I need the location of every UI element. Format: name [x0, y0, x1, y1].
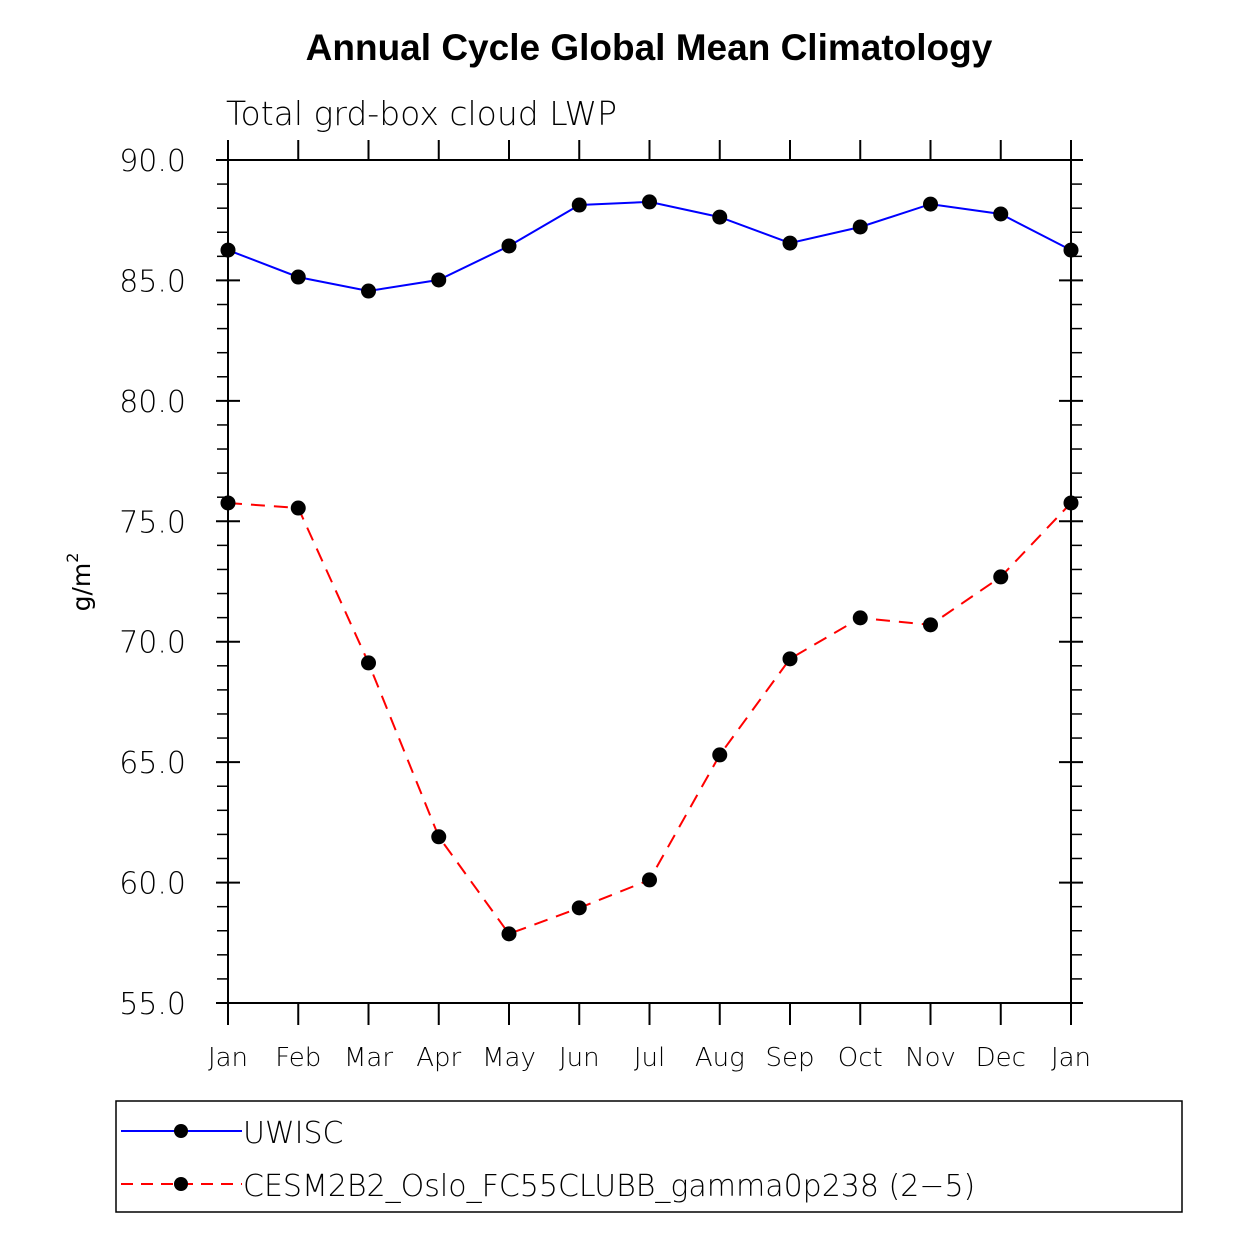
- data-point-series-0: [361, 283, 376, 299]
- data-point-series-0: [431, 272, 447, 288]
- axis-ticks: [216, 140, 1083, 1025]
- y-tick-label: 65.0: [119, 746, 186, 781]
- legend-marker-uwisc: [174, 1124, 188, 1138]
- y-axis-label: g/m2: [63, 553, 96, 612]
- x-tick-label: Jun: [559, 1043, 600, 1073]
- data-point-series-1: [361, 655, 376, 671]
- data-point-series-1: [501, 926, 517, 942]
- y-tick-label: 70.0: [119, 626, 186, 661]
- legend-box: [115, 1100, 1183, 1213]
- data-point-series-0: [923, 196, 938, 212]
- y-axis-label-superscript: 2: [63, 553, 82, 563]
- data-point-series-1: [571, 900, 587, 916]
- x-tick-label: Oct: [838, 1043, 883, 1073]
- x-tick-label: Jan: [1051, 1043, 1091, 1073]
- y-tick-label: 80.0: [119, 385, 186, 420]
- x-tick-label: Dec: [976, 1043, 1026, 1073]
- x-tick-label: Mar: [344, 1043, 393, 1073]
- data-point-series-1: [782, 651, 798, 667]
- legend-label-cesm: CESM2B2_Oslo_FC55CLUBB_gamma0p238 (2−5): [243, 1169, 975, 1204]
- chart-subtitle: Total grd-box cloud LWP: [226, 94, 617, 133]
- data-point-series-0: [782, 235, 798, 251]
- x-tick-label: May: [482, 1043, 536, 1073]
- data-point-series-1: [712, 747, 728, 763]
- x-tick-label: Feb: [275, 1043, 321, 1073]
- legend-label-uwisc: UWISC: [243, 1116, 343, 1151]
- data-point-series-0: [712, 209, 728, 225]
- data-point-series-0: [642, 194, 657, 210]
- data-point-series-0: [852, 219, 868, 235]
- chart-title: Annual Cycle Global Mean Climatology: [306, 27, 993, 68]
- data-point-series-1: [642, 872, 657, 888]
- data-point-series-0: [571, 197, 587, 213]
- svg-text:g/m2: g/m2: [63, 553, 96, 612]
- data-point-series-0: [220, 242, 236, 258]
- x-tick-label: Nov: [905, 1043, 956, 1073]
- series-line-1: [227, 502, 1072, 936]
- data-point-series-1: [923, 617, 938, 633]
- x-tick-label: Sep: [765, 1043, 814, 1073]
- series-lines: [227, 200, 1072, 936]
- data-point-series-0: [993, 206, 1009, 222]
- plot-frame: [227, 159, 1072, 1004]
- axis-tick-labels: 55.0 60.0 65.0 70.0 75.0 80.0 85.0 90.0 Jan Feb Ma…: [119, 144, 1091, 1073]
- x-tick-label: Jul: [634, 1043, 665, 1073]
- data-point-series-0: [1063, 242, 1079, 258]
- data-point-series-1: [431, 829, 447, 845]
- x-tick-label: Jan: [208, 1043, 248, 1073]
- y-tick-label: 85.0: [119, 264, 186, 299]
- series-markers: [220, 194, 1079, 942]
- data-point-series-1: [1063, 495, 1079, 511]
- y-tick-label: 90.0: [119, 144, 186, 179]
- data-point-series-0: [501, 238, 517, 254]
- data-point-series-1: [852, 610, 868, 626]
- y-tick-label: 55.0: [119, 987, 186, 1022]
- y-axis-label-text: g/m: [67, 563, 96, 612]
- x-tick-label: Aug: [695, 1043, 745, 1073]
- y-tick-label: 60.0: [119, 867, 186, 902]
- y-tick-label: 75.0: [119, 505, 186, 540]
- data-point-series-1: [220, 495, 236, 511]
- data-point-series-1: [290, 500, 306, 516]
- data-point-series-1: [993, 569, 1009, 585]
- data-point-series-0: [290, 269, 306, 285]
- legend: UWISC CESM2B2_Oslo_FC55CLUBB_gamma0p238 …: [115, 1100, 1183, 1213]
- legend-marker-cesm: [174, 1177, 188, 1191]
- x-tick-label: Apr: [416, 1043, 461, 1073]
- series-line-0: [227, 200, 1072, 293]
